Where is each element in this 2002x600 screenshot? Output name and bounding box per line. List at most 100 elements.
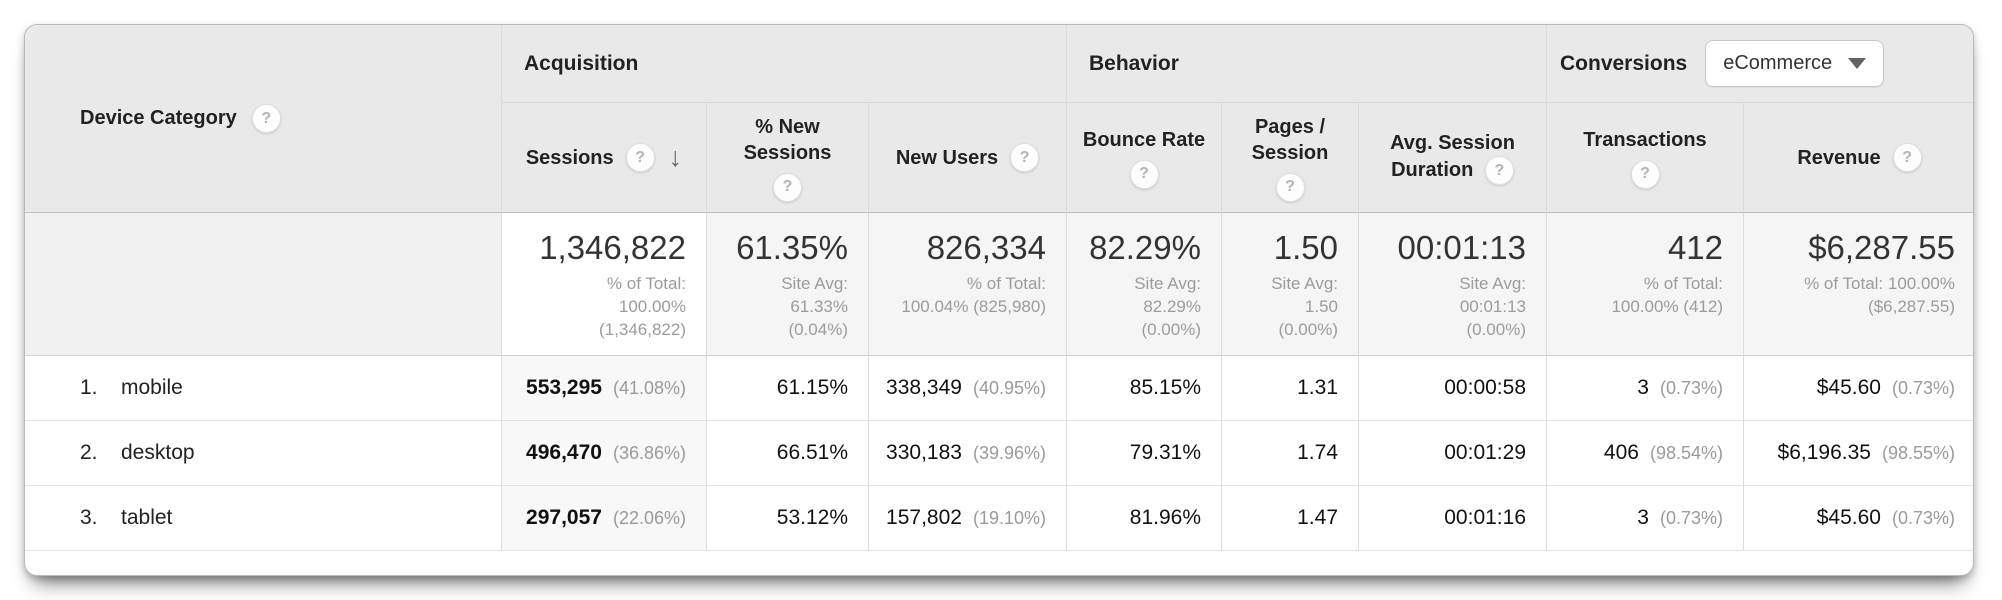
summary-value: 82.29%	[1089, 229, 1201, 266]
summary-value: 00:01:13	[1397, 229, 1526, 266]
help-icon[interactable]: ?	[1630, 159, 1660, 189]
summary-subtext: 100.00% (412)	[1611, 297, 1723, 316]
cell-sessions: 297,057 (22.06%)	[502, 486, 707, 551]
cell-value: 330,183	[886, 441, 962, 464]
table-row-dimension-tablet: 3. tablet	[25, 486, 502, 551]
dropdown-selected-value: eCommerce	[1723, 52, 1833, 74]
table-row-dimension-desktop: 2. desktop	[25, 421, 502, 486]
summary-pages-session: 1.50 Site Avg: 1.50 (0.00%)	[1222, 213, 1359, 356]
cell-value: 553,295	[526, 376, 602, 399]
help-icon[interactable]: ?	[625, 143, 655, 172]
summary-value: 412	[1667, 229, 1723, 266]
column-header-revenue[interactable]: Revenue ?	[1744, 103, 1973, 213]
cell-value: 1.47	[1297, 506, 1338, 529]
table-row-dimension-mobile: 1. mobile	[25, 356, 502, 421]
cell-value: 53.12%	[776, 506, 848, 529]
summary-subtext: % of Total:	[1643, 274, 1723, 293]
summary-device-category-cell	[25, 213, 502, 356]
acquisition-label: Acquisition	[524, 51, 639, 75]
summary-value: $6,287.55	[1808, 229, 1955, 266]
cell-new-sessions: 66.51%	[707, 421, 869, 486]
row-label-tablet[interactable]: tablet	[121, 506, 173, 529]
summary-revenue: $6,287.55 % of Total: 100.00% ($6,287.55…	[1744, 213, 1973, 356]
cell-bounce-rate: 79.31%	[1067, 421, 1222, 486]
cell-revenue: $6,196.35 (98.55%)	[1744, 421, 1973, 486]
row-rank: 2.	[80, 441, 98, 464]
summary-sessions: 1,346,822 % of Total: 100.00% (1,346,822…	[502, 213, 707, 356]
cell-new-users: 338,349 (40.95%)	[869, 356, 1067, 421]
summary-subtext: Site Avg:	[1459, 274, 1526, 293]
summary-value: 1.50	[1273, 229, 1338, 266]
cell-value: 61.15%	[776, 376, 848, 399]
sort-descending-icon[interactable]: ↓	[668, 142, 683, 172]
summary-subtext: 100.04% (825,980)	[901, 297, 1046, 316]
row-rank: 3.	[80, 506, 98, 529]
column-header-sessions[interactable]: Sessions ? ↓	[502, 103, 707, 213]
sessions-label: Sessions	[525, 146, 614, 169]
row-label-mobile[interactable]: mobile	[121, 376, 183, 399]
summary-subtext: (0.04%)	[788, 320, 848, 339]
cell-percent: (36.86%)	[612, 442, 686, 463]
help-icon[interactable]: ?	[1129, 159, 1159, 189]
cell-value: 406	[1603, 441, 1639, 464]
help-icon[interactable]: ?	[773, 172, 802, 202]
cell-sessions: 553,295 (41.08%)	[502, 356, 707, 421]
column-header-new-users[interactable]: New Users ?	[869, 103, 1067, 213]
avg-session-duration-label: Avg. Session Duration	[1390, 132, 1515, 181]
help-icon[interactable]: ?	[1484, 156, 1514, 185]
help-icon[interactable]: ?	[251, 104, 281, 133]
cell-percent: (41.08%)	[612, 377, 686, 398]
cell-revenue: $45.60 (0.73%)	[1744, 486, 1973, 551]
group-header-behavior: Behavior	[1067, 25, 1547, 103]
help-icon[interactable]: ?	[1010, 143, 1040, 172]
help-icon[interactable]: ?	[1892, 143, 1922, 172]
cell-percent: (0.73%)	[1659, 377, 1723, 398]
dropdown-arrow-icon	[1848, 58, 1867, 69]
new-users-label: New Users	[895, 146, 999, 169]
cell-sessions: 496,470 (36.86%)	[502, 421, 707, 486]
cell-percent: (22.06%)	[612, 507, 686, 528]
cell-value: 1.74	[1297, 441, 1338, 464]
summary-subtext: (1,346,822)	[599, 320, 686, 339]
column-header-bounce-rate[interactable]: Bounce Rate ?	[1067, 103, 1222, 213]
summary-subtext: Site Avg:	[1271, 274, 1338, 293]
cell-pages-session: 1.74	[1222, 421, 1359, 486]
cell-transactions: 3 (0.73%)	[1547, 356, 1744, 421]
cell-value: 297,057	[526, 506, 602, 529]
group-header-conversions: Conversions eCommerce	[1547, 25, 1973, 103]
group-header-acquisition: Acquisition	[502, 25, 1067, 103]
summary-new-sessions: 61.35% Site Avg: 61.33% (0.04%)	[707, 213, 869, 356]
column-header-pages-session[interactable]: Pages / Session ?	[1222, 103, 1359, 213]
summary-subtext: (0.00%)	[1141, 320, 1201, 339]
cell-percent: (98.55%)	[1881, 442, 1955, 463]
column-header-new-sessions[interactable]: % New Sessions ?	[707, 103, 869, 213]
summary-subtext: ($6,287.55)	[1868, 297, 1955, 316]
conversions-goal-dropdown[interactable]: eCommerce	[1705, 40, 1885, 87]
summary-value: 826,334	[926, 229, 1046, 266]
cell-value: 157,802	[886, 506, 962, 529]
cell-percent: (0.73%)	[1891, 507, 1955, 528]
summary-subtext: 82.29%	[1143, 297, 1201, 316]
cell-bounce-rate: 85.15%	[1067, 356, 1222, 421]
bounce-rate-label: Bounce Rate	[1082, 128, 1206, 151]
cell-value: 85.15%	[1129, 376, 1201, 399]
summary-subtext: Site Avg:	[781, 274, 848, 293]
analytics-data-table: Device Category ? Acquisition Behavior C…	[25, 25, 1973, 551]
behavior-label: Behavior	[1089, 51, 1179, 75]
summary-subtext: (0.00%)	[1278, 320, 1338, 339]
cell-transactions: 3 (0.73%)	[1547, 486, 1744, 551]
report-table-frame: Device Category ? Acquisition Behavior C…	[24, 24, 1974, 576]
cell-value: 66.51%	[776, 441, 848, 464]
help-icon[interactable]: ?	[1275, 172, 1305, 202]
column-header-avg-session-duration[interactable]: Avg. Session Duration ?	[1359, 103, 1547, 213]
cell-value: 3	[1637, 376, 1649, 399]
summary-bounce-rate: 82.29% Site Avg: 82.29% (0.00%)	[1067, 213, 1222, 356]
cell-value: 00:01:16	[1444, 506, 1526, 529]
row-label-desktop[interactable]: desktop	[121, 441, 195, 464]
cell-value: $45.60	[1816, 376, 1881, 399]
cell-value: $45.60	[1816, 506, 1881, 529]
cell-value: 81.96%	[1129, 506, 1201, 529]
column-header-transactions[interactable]: Transactions ?	[1547, 103, 1744, 213]
column-header-device-category[interactable]: Device Category ?	[25, 25, 502, 213]
cell-avg-session-duration: 00:01:29	[1359, 421, 1547, 486]
